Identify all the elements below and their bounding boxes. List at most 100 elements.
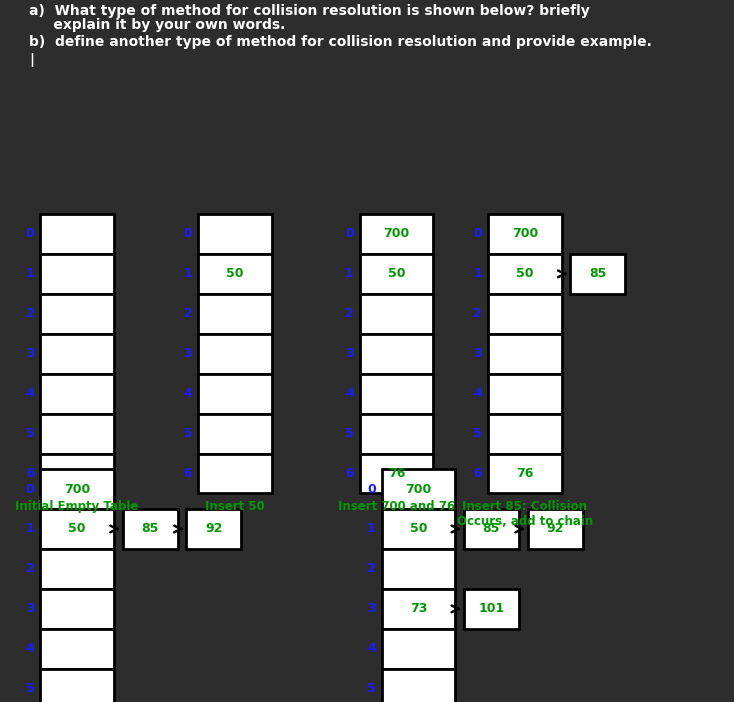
Text: 0: 0	[345, 227, 354, 240]
Bar	[40, 629, 114, 669]
Text: 700: 700	[405, 482, 432, 496]
Text: b)  define another type of method for collision resolution and provide example.: b) define another type of method for col…	[29, 35, 653, 49]
Bar	[40, 254, 114, 294]
Text: 2: 2	[345, 307, 354, 320]
Text: 76: 76	[388, 467, 405, 480]
Text: 5: 5	[345, 427, 354, 440]
Bar	[382, 509, 455, 549]
Bar	[360, 254, 433, 294]
Text: 6: 6	[26, 467, 34, 480]
Text: 5: 5	[367, 682, 376, 695]
Bar	[488, 333, 562, 373]
Text: 1: 1	[473, 267, 482, 280]
Text: 3: 3	[26, 347, 34, 360]
Bar	[40, 669, 114, 702]
Text: 73: 73	[410, 602, 427, 616]
Text: explain it by your own words.: explain it by your own words.	[29, 18, 286, 32]
Bar	[198, 453, 272, 494]
Text: 5: 5	[184, 427, 192, 440]
Text: |: |	[29, 53, 34, 67]
Text: 50: 50	[68, 522, 86, 536]
Bar	[528, 509, 583, 549]
Bar	[360, 413, 433, 453]
Text: 6: 6	[345, 467, 354, 480]
Text: 50: 50	[388, 267, 405, 280]
Text: 700: 700	[383, 227, 410, 240]
Bar	[198, 294, 272, 333]
Bar	[40, 469, 114, 509]
Text: Insert 85: Collision
Occurs, add to chain: Insert 85: Collision Occurs, add to chai…	[457, 500, 593, 528]
Bar	[360, 294, 433, 333]
Bar	[464, 509, 519, 549]
Text: 1: 1	[345, 267, 354, 280]
Text: 5: 5	[26, 682, 34, 695]
Text: 1: 1	[26, 522, 34, 536]
Bar	[40, 333, 114, 373]
Text: 1: 1	[26, 267, 34, 280]
Bar	[123, 509, 178, 549]
Text: Insert 700 and 76: Insert 700 and 76	[338, 500, 455, 513]
Text: 2: 2	[26, 562, 34, 576]
Text: 3: 3	[473, 347, 482, 360]
Text: 5: 5	[26, 427, 34, 440]
Text: 6: 6	[184, 467, 192, 480]
Bar	[382, 589, 455, 629]
Bar	[186, 509, 241, 549]
Text: 2: 2	[184, 307, 192, 320]
Bar	[382, 549, 455, 589]
Text: 4: 4	[473, 388, 482, 400]
Text: 85: 85	[142, 522, 159, 536]
Bar	[488, 453, 562, 494]
Text: 50: 50	[226, 267, 244, 280]
Text: 85: 85	[483, 522, 500, 536]
Text: 4: 4	[345, 388, 354, 400]
Text: 3: 3	[184, 347, 192, 360]
Text: 4: 4	[184, 388, 192, 400]
Text: 2: 2	[473, 307, 482, 320]
Bar	[40, 373, 114, 413]
Bar	[360, 373, 433, 413]
Text: 1: 1	[367, 522, 376, 536]
Bar	[198, 413, 272, 453]
Bar	[198, 254, 272, 294]
Bar	[488, 294, 562, 333]
Text: 101: 101	[479, 602, 504, 616]
Bar	[198, 333, 272, 373]
Text: 0: 0	[26, 227, 34, 240]
Text: 0: 0	[473, 227, 482, 240]
Text: 700: 700	[512, 227, 538, 240]
Text: 3: 3	[26, 602, 34, 616]
Text: 50: 50	[410, 522, 427, 536]
Bar	[570, 254, 625, 294]
Text: 85: 85	[589, 267, 606, 280]
Bar	[198, 214, 272, 254]
Text: 5: 5	[473, 427, 482, 440]
Text: 0: 0	[367, 482, 376, 496]
Bar	[40, 453, 114, 494]
Text: 4: 4	[367, 642, 376, 655]
Bar	[40, 549, 114, 589]
Bar	[488, 413, 562, 453]
Text: 0: 0	[26, 482, 34, 496]
Text: 92: 92	[206, 522, 222, 536]
Bar	[488, 254, 562, 294]
Bar	[198, 373, 272, 413]
Bar	[488, 214, 562, 254]
Text: 3: 3	[345, 347, 354, 360]
Bar	[360, 333, 433, 373]
Bar	[40, 509, 114, 549]
Text: 1: 1	[184, 267, 192, 280]
Bar	[382, 629, 455, 669]
Bar	[382, 469, 455, 509]
Text: 4: 4	[26, 388, 34, 400]
Bar	[40, 294, 114, 333]
Text: 3: 3	[367, 602, 376, 616]
Bar	[464, 589, 519, 629]
Text: 2: 2	[367, 562, 376, 576]
Text: Insert 50: Insert 50	[205, 500, 265, 513]
Bar	[360, 214, 433, 254]
Bar	[382, 669, 455, 702]
Text: 4: 4	[26, 642, 34, 655]
Text: 2: 2	[26, 307, 34, 320]
Text: 50: 50	[516, 267, 534, 280]
